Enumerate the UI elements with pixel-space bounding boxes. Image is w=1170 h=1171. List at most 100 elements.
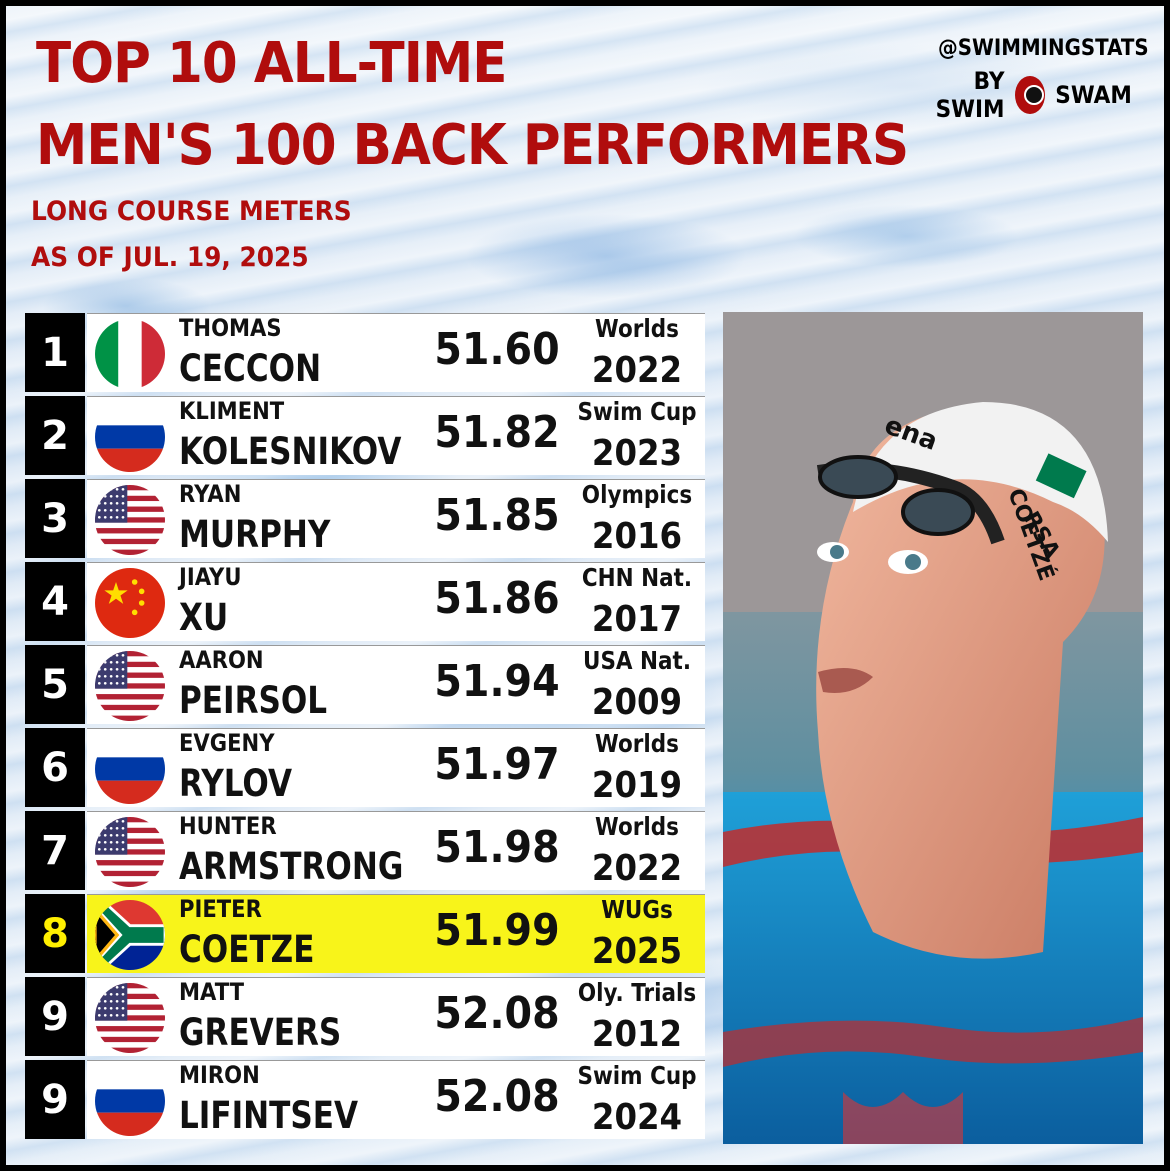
meet-name: Worlds [595, 812, 679, 841]
row-info: RYAN MURPHY 51.85 Olympics 2016 [87, 479, 705, 558]
row-info: PIETER COETZE 51.99 WUGs 2025 [87, 894, 705, 973]
row-info: MATT GREVERS 52.08 Oly. Trials 2012 [87, 977, 705, 1056]
table-row: 8 PIETER COETZE 51.99 WUGs 2025 [25, 892, 705, 975]
rank-number: 5 [25, 645, 85, 724]
row-info: JIAYU XU 51.86 CHN Nat. 2017 [87, 562, 705, 641]
last-name: CECCON [179, 347, 322, 390]
swim-time: 51.86 [434, 573, 560, 624]
table-row: 3 RYAN MURPHY 51.85 Olympics 2016 [25, 477, 705, 560]
meet-name: Oly. Trials [577, 978, 697, 1007]
course-subtitle: LONG COURSE METERS [31, 196, 352, 227]
title-line-2: MEN'S 100 BACK PERFORMERS [36, 113, 909, 178]
last-name: LIFINTSEV [179, 1094, 359, 1137]
swimmer-illustration: ena RSA COETZÉ [723, 312, 1143, 1144]
meet-name: WUGs [601, 895, 673, 924]
row-info: KLIMENT KOLESNIKOV 51.82 Swim Cup 2023 [87, 396, 705, 475]
swim-time: 51.94 [434, 656, 560, 707]
meet-name: Swim Cup [577, 1061, 697, 1090]
brand-byline: BY SWIM SWAM [916, 67, 1136, 123]
swim-time: 52.08 [434, 1071, 560, 1122]
rankings-table: 1 THOMAS CECCON 51.60 Worlds 2022 2 KLIMENT KOLE… [25, 311, 705, 1141]
first-name: EVGENY [179, 729, 275, 757]
first-name: MATT [179, 978, 245, 1006]
last-name: MURPHY [179, 513, 331, 556]
title-line-1: TOP 10 ALL-TIME [36, 31, 508, 96]
meet-year: 2012 [591, 1014, 683, 1055]
usa-flag-icon [95, 983, 165, 1053]
rank-number: 4 [25, 562, 85, 641]
swim-time: 51.99 [434, 905, 560, 956]
russia-flag-icon [95, 1066, 165, 1136]
first-name: JIAYU [179, 563, 242, 591]
meet-year: 2022 [591, 848, 683, 889]
first-name: PIETER [179, 895, 262, 923]
rank-number: 7 [25, 811, 85, 890]
meet-name: Worlds [595, 314, 679, 343]
swimmer-photo: ena RSA COETZÉ [723, 312, 1143, 1144]
meet-year: 2023 [591, 433, 683, 474]
row-info: AARON PEIRSOL 51.94 USA Nat. 2009 [87, 645, 705, 724]
rank-number: 1 [25, 313, 85, 392]
rank-number: 6 [25, 728, 85, 807]
first-name: THOMAS [179, 314, 282, 342]
first-name: RYAN [179, 480, 242, 508]
meet-year: 2025 [591, 931, 683, 972]
row-info: HUNTER ARMSTRONG 51.98 Worlds 2022 [87, 811, 705, 890]
meet-name: USA Nat. [582, 646, 692, 675]
rank-number: 3 [25, 479, 85, 558]
brand-block: @SWIMMINGSTATS BY SWIM SWAM [916, 36, 1149, 123]
meet-year: 2016 [591, 516, 683, 557]
table-row: 4 JIAYU XU 51.86 CHN Nat. 2017 [25, 560, 705, 643]
row-info: EVGENY RYLOV 51.97 Worlds 2019 [87, 728, 705, 807]
rank-number: 8 [25, 894, 85, 973]
last-name: ARMSTRONG [179, 845, 404, 888]
table-row: 6 EVGENY RYLOV 51.97 Worlds 2019 [25, 726, 705, 809]
rank-number: 9 [25, 1060, 85, 1139]
meet-year: 2019 [591, 765, 683, 806]
russia-flag-icon [95, 402, 165, 472]
first-name: KLIMENT [179, 397, 285, 425]
meet-name: Olympics [581, 480, 693, 509]
rank-number: 2 [25, 396, 85, 475]
first-name: AARON [179, 646, 264, 674]
usa-flag-icon [95, 817, 165, 887]
table-row: 9 MATT GREVERS 52.08 Oly. Trials 2012 [25, 975, 705, 1058]
swim-time: 51.97 [434, 739, 560, 790]
south-africa-flag-icon [95, 900, 165, 970]
row-info: MIRON LIFINTSEV 52.08 Swim Cup 2024 [87, 1060, 705, 1139]
swim-time: 51.82 [434, 407, 560, 458]
table-row: 5 AARON PEIRSOL 51.94 USA Nat. 2009 [25, 643, 705, 726]
swim-time: 51.60 [434, 324, 560, 375]
usa-flag-icon [95, 651, 165, 721]
italy-flag-icon [95, 319, 165, 389]
china-flag-icon [95, 568, 165, 638]
last-name: GREVERS [179, 1011, 342, 1054]
brand-by: BY SWIM [935, 67, 1005, 123]
last-name: RYLOV [179, 762, 293, 805]
meet-name: Swim Cup [577, 397, 697, 426]
rank-number: 9 [25, 977, 85, 1056]
meet-name: CHN Nat. [581, 563, 693, 592]
swim-time: 52.08 [434, 988, 560, 1039]
first-name: MIRON [179, 1061, 260, 1089]
swim-time: 51.85 [434, 490, 560, 541]
infographic: TOP 10 ALL-TIME MEN'S 100 BACK PERFORMER… [6, 6, 1164, 1165]
last-name: PEIRSOL [179, 679, 328, 722]
first-name: HUNTER [179, 812, 277, 840]
last-name: XU [179, 596, 229, 639]
row-info: THOMAS CECCON 51.60 Worlds 2022 [87, 313, 705, 392]
meet-year: 2024 [591, 1097, 683, 1138]
usa-flag-icon [95, 485, 165, 555]
date-subtitle: AS OF JUL. 19, 2025 [31, 242, 309, 273]
last-name: COETZE [179, 928, 315, 971]
meet-year: 2009 [591, 682, 683, 723]
russia-flag-icon [95, 734, 165, 804]
last-name: KOLESNIKOV [179, 430, 402, 473]
swimswam-logo-icon [1015, 76, 1045, 114]
table-row: 9 MIRON LIFINTSEV 52.08 Swim Cup 2024 [25, 1058, 705, 1141]
brand-handle: @SWIMMINGSTATS [938, 36, 1149, 61]
swim-time: 51.98 [434, 822, 560, 873]
table-row: 2 KLIMENT KOLESNIKOV 51.82 Swim Cup 2023 [25, 394, 705, 477]
meet-year: 2022 [591, 350, 683, 391]
meet-name: Worlds [595, 729, 679, 758]
